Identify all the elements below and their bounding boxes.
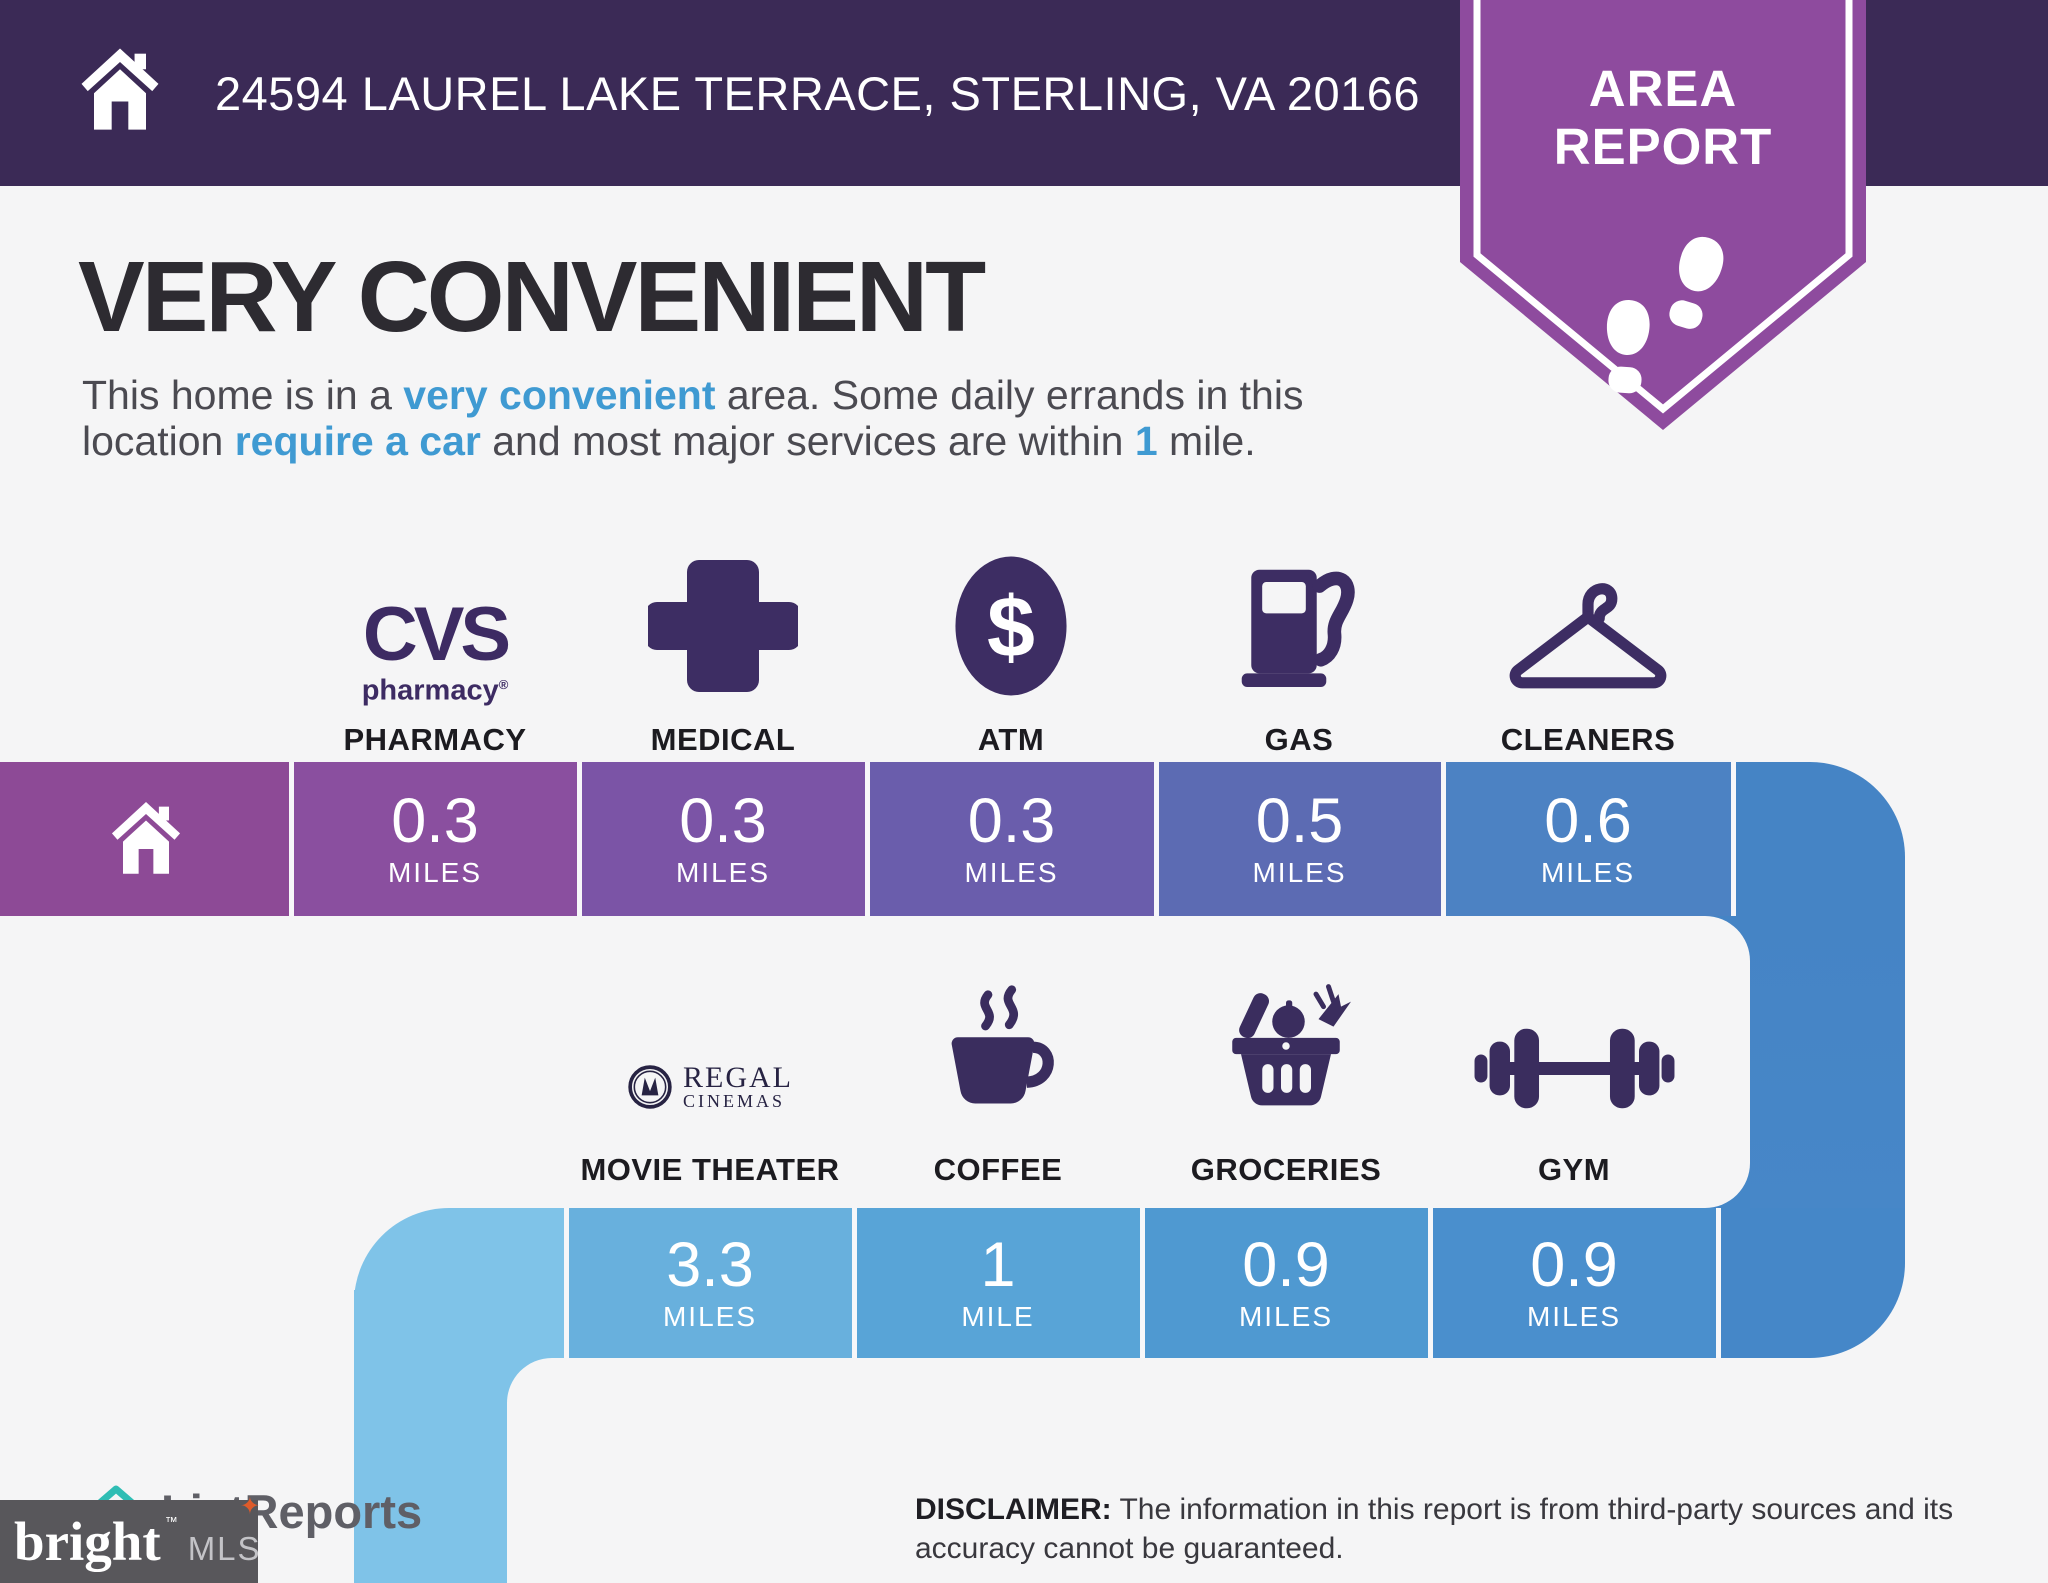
amenity-coffee: COFFEE	[854, 978, 1142, 1188]
amenity-label: PHARMACY	[343, 722, 527, 757]
grocery-basket-icon	[1211, 981, 1361, 1136]
amenity-cleaners: CLEANERS	[1444, 548, 1732, 758]
disclaimer-text: DISCLAIMER: The information in this repo…	[915, 1493, 1954, 1565]
regal-cinemas-logo: REGAL CINEMAS	[627, 1063, 793, 1110]
hanger-icon	[1503, 561, 1673, 706]
amenity-atm: $ ATM	[867, 548, 1155, 758]
distance-segment: 0.5 MILES	[1156, 762, 1443, 916]
summary-line-2: location require a car and most major se…	[82, 418, 1256, 464]
distance-segment: 0.3 MILES	[867, 762, 1156, 916]
amenity-gas: GAS	[1155, 548, 1443, 758]
home-segment	[0, 762, 291, 916]
distance-bar-top: 0.3 MILES 0.3 MILES 0.3 MILES 0.5 MILES 0.6 M…	[0, 762, 1905, 916]
gas-pump-icon	[1224, 553, 1374, 706]
property-address: 24594 LAUREL LAKE TERRACE, STERLING, VA …	[215, 67, 1421, 120]
distance-segment: 0.3 MILES	[291, 762, 579, 916]
dollar-sign-icon: $	[941, 551, 1081, 706]
amenity-label: ATM	[977, 722, 1045, 757]
summary-text: This home is in a very convenient area. …	[82, 372, 1303, 464]
amenity-label: GYM	[1537, 1152, 1611, 1187]
medical-cross-icon	[645, 551, 801, 706]
amenity-label: CLEANERS	[1500, 722, 1676, 757]
amenity-gym: GYM	[1430, 978, 1718, 1188]
distance-segment: 3.3 MILES	[566, 1208, 854, 1358]
home-icon	[100, 791, 192, 888]
dumbbell-icon	[1467, 1006, 1682, 1136]
amenity-movie-theater: REGAL CINEMAS MOVIE THEATER	[566, 978, 854, 1188]
distance-segment: 0.9 MILES	[1142, 1208, 1430, 1358]
area-report-badge: AREA REPORT	[1460, 0, 1866, 434]
home-icon	[68, 36, 172, 145]
footprints-icon	[1606, 236, 1724, 394]
summary-line-1: This home is in a very convenient area. …	[82, 372, 1304, 418]
amenity-label: MOVIE THEATER	[580, 1152, 840, 1187]
amenity-pharmacy: CVS pharmacy® PHARMACY	[291, 548, 579, 758]
cvs-pharmacy-logo: CVS pharmacy®	[361, 592, 511, 707]
amenity-medical: MEDICAL	[579, 548, 867, 758]
bar-turn-filler	[1733, 762, 1905, 916]
distance-segment: 0.6 MILES	[1443, 762, 1733, 916]
distance-segment: 1 MILE	[854, 1208, 1142, 1358]
bar-connector-right	[1750, 916, 1905, 1212]
bar-turn-filler	[1718, 1208, 1905, 1358]
distance-segment: 0.9 MILES	[1430, 1208, 1718, 1358]
amenity-label: COFFEE	[933, 1152, 1063, 1187]
bar-connector-left	[354, 1290, 507, 1583]
bright-star-icon: ✦	[239, 1492, 260, 1520]
svg-text:$: $	[987, 580, 1035, 676]
amenity-label: GROCERIES	[1190, 1152, 1382, 1187]
coffee-cup-icon	[923, 981, 1073, 1136]
bright-mls-logo: bright ✦ ™ MLS	[0, 1492, 260, 1583]
amenity-groceries: GROCERIES	[1142, 978, 1430, 1188]
distance-segment: 0.3 MILES	[579, 762, 867, 916]
badge-title: AREA REPORT	[1553, 60, 1773, 175]
amenity-label: GAS	[1264, 722, 1334, 757]
distance-bar-bottom: 3.3 MILES 1 MILE 0.9 MILES 0.9 MILES	[354, 1208, 1905, 1358]
page-title: VERY CONVENIENT	[78, 241, 986, 353]
amenity-label: MEDICAL	[650, 722, 796, 757]
